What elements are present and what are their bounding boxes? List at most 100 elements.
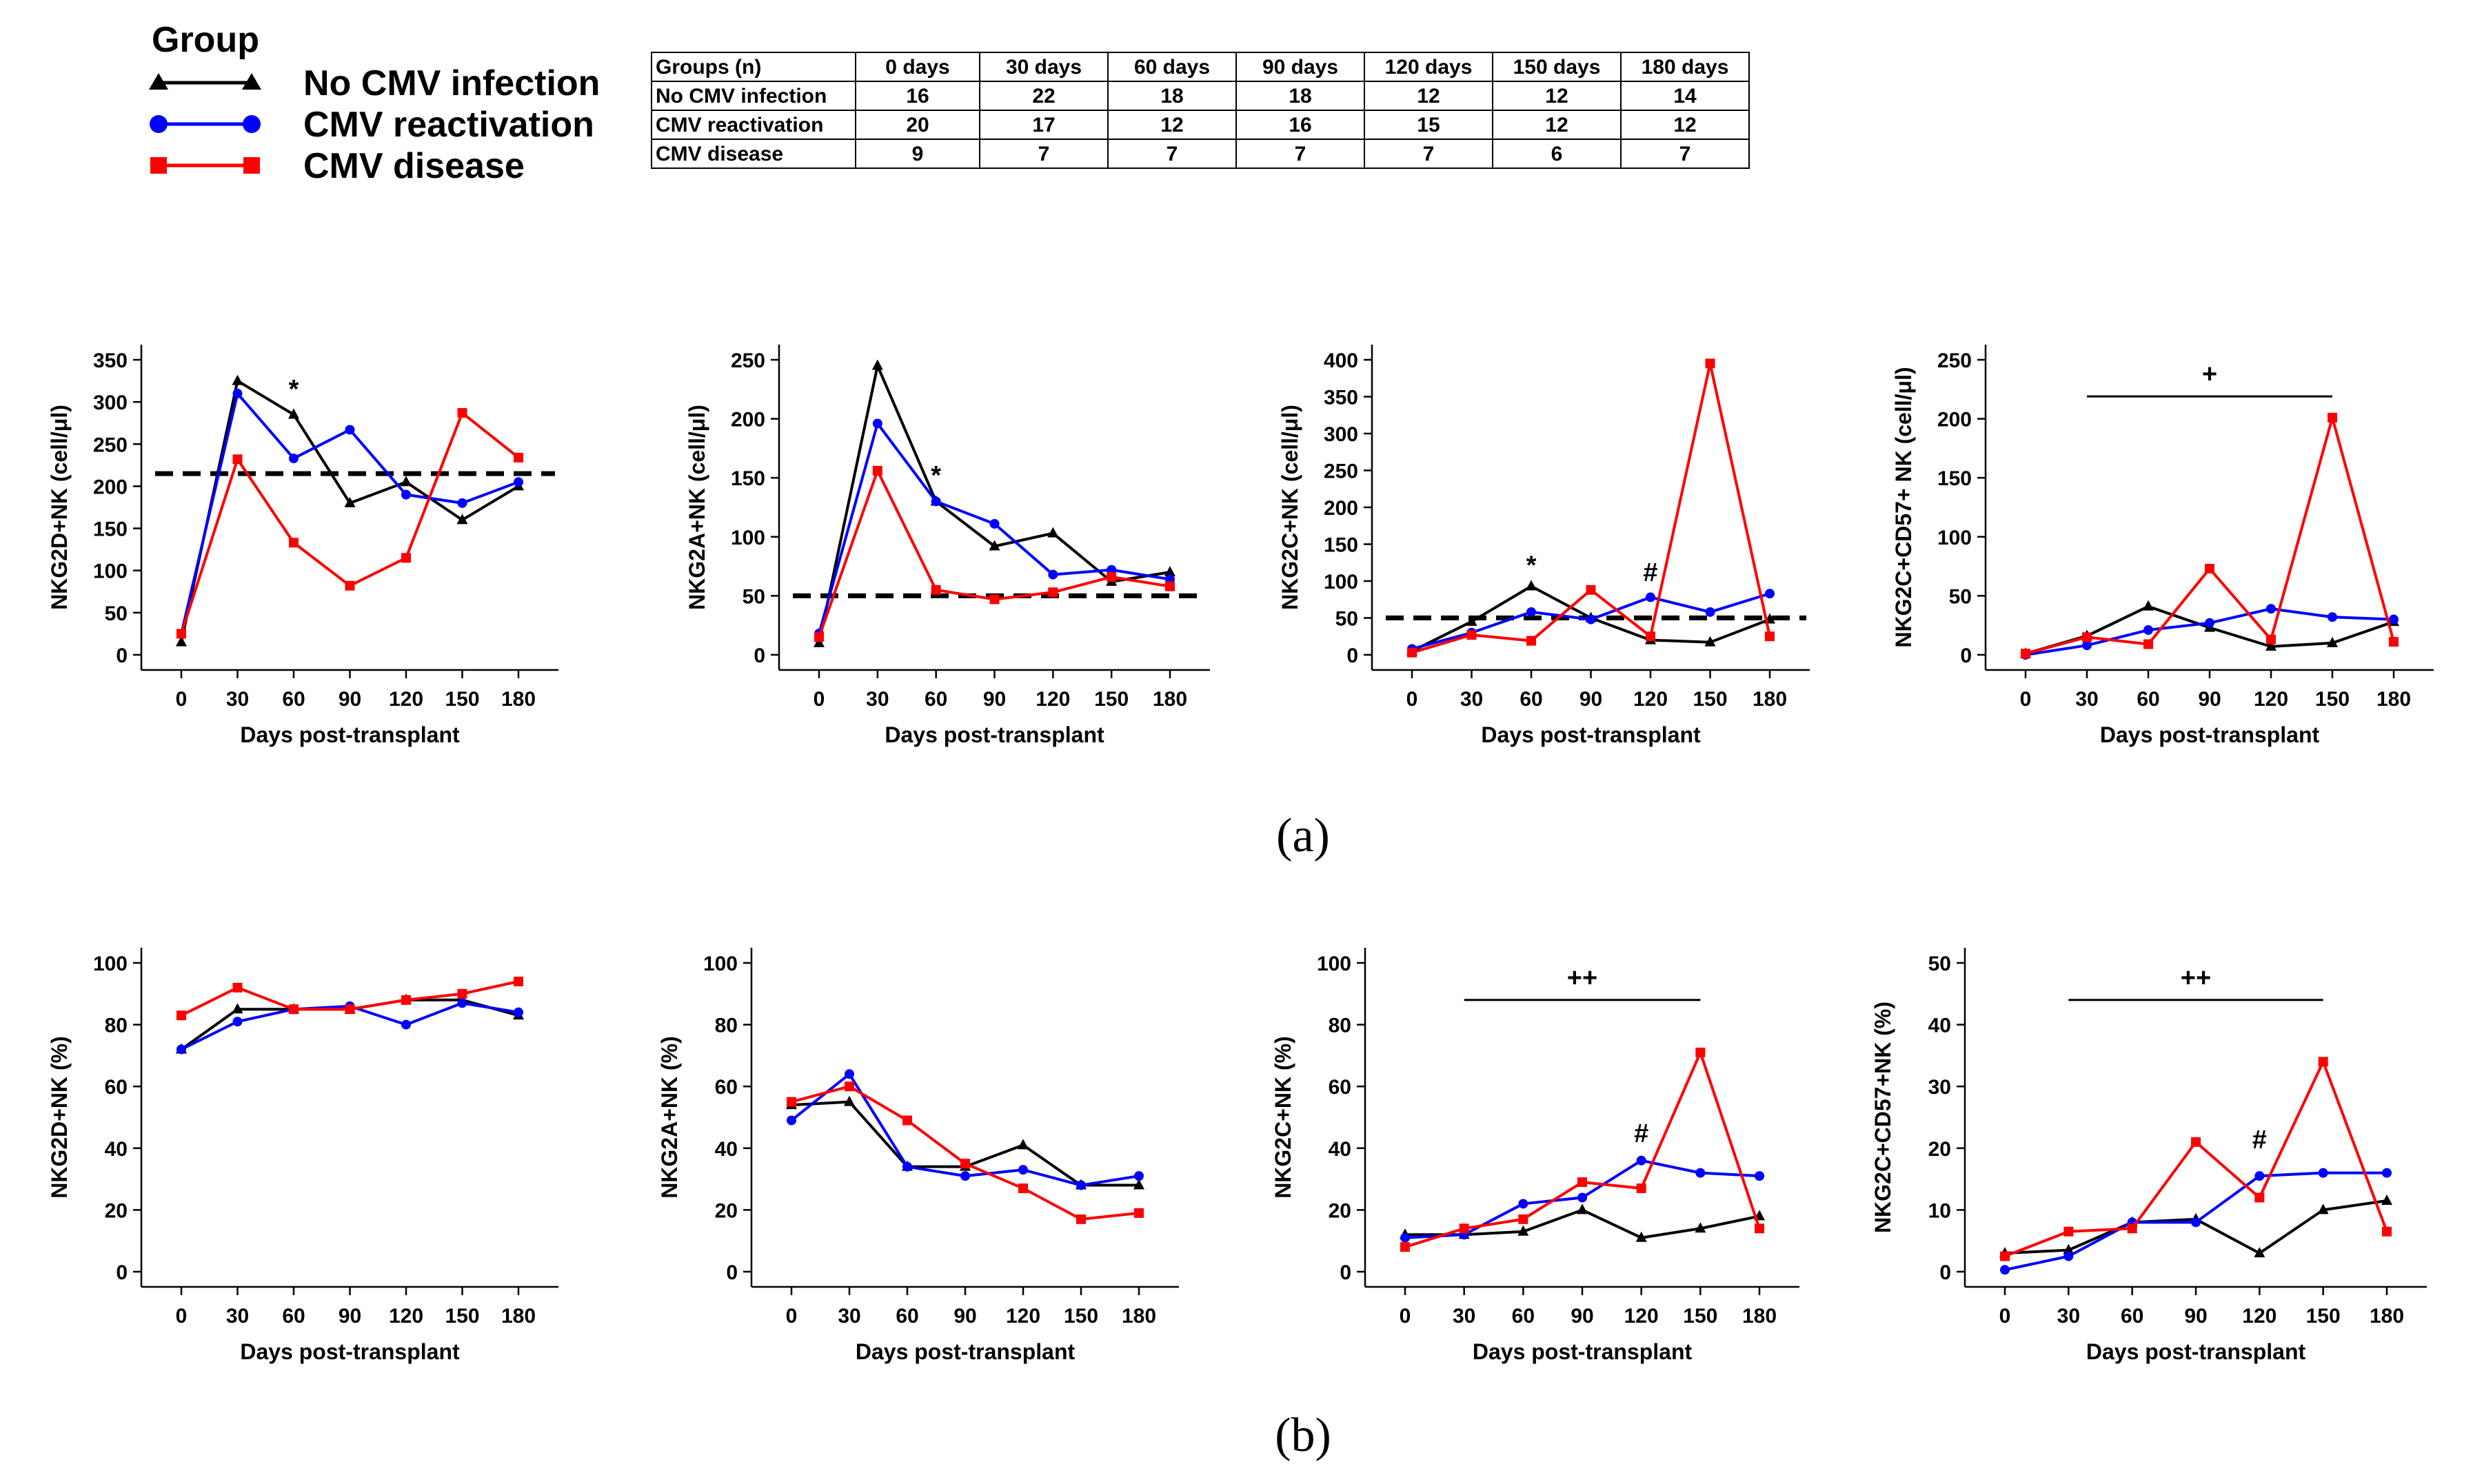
chart-b1: 0 20 40 60 80 100 0 30 60 90 120 150 180 Days post-tr… [47, 948, 558, 1364]
data-point-cmv-reactivation [457, 998, 467, 1008]
data-point-cmv-disease [232, 982, 243, 993]
data-point-cmv-reactivation [2063, 1251, 2074, 1261]
data-point-cmv-disease [345, 580, 355, 591]
data-point-cmv-reactivation [2254, 1171, 2265, 1181]
data-point-no-cmv [1517, 1225, 1529, 1236]
data-point-cmv-reactivation [2205, 618, 2214, 628]
data-point-cmv-reactivation [1134, 1171, 1144, 1181]
x-tick-label: 120 [1633, 688, 1668, 711]
x-tick-label: 30 [866, 688, 889, 711]
annotation-mark: # [1634, 1119, 1648, 1148]
data-point-cmv-disease [2328, 412, 2337, 423]
table-header-cell: 0 days [885, 56, 949, 79]
data-point-no-cmv [1577, 1203, 1588, 1214]
data-point-cmv-disease [1577, 1177, 1587, 1188]
table-cell: 20 [906, 114, 929, 136]
data-point-cmv-disease [1466, 630, 1477, 640]
data-point-cmv-disease [845, 1081, 854, 1092]
table-cell: CMV disease [656, 143, 783, 165]
y-tick-label: 50 [105, 602, 128, 625]
table-cell: 18 [1289, 85, 1311, 108]
annotation-mark: * [289, 375, 299, 404]
x-tick-label: 0 [786, 1305, 798, 1328]
data-point-no-cmv [288, 408, 299, 419]
data-point-cmv-reactivation [1400, 1232, 1410, 1243]
data-point-cmv-disease [1636, 1183, 1646, 1194]
x-tick-label: 30 [2075, 688, 2098, 711]
y-tick-label: 40 [715, 1138, 738, 1161]
y-axis-label: NKG2D+NK (%) [47, 1036, 72, 1199]
data-point-cmv-disease [457, 988, 467, 999]
series-line-cmv-disease [1404, 1050, 1761, 1249]
table-header-cell: 180 days [1642, 56, 1729, 79]
table-cell: 17 [1032, 114, 1055, 136]
data-point-cmv-disease [1646, 631, 1655, 642]
data-point-cmv-reactivation [1755, 1171, 1764, 1181]
y-tick-label: 150 [731, 467, 765, 490]
x-tick-label: 180 [2376, 688, 2411, 711]
data-point-no-cmv [2254, 1247, 2265, 1258]
data-point-cmv-reactivation [872, 418, 882, 429]
table-cell: 12 [1417, 85, 1440, 108]
data-point-cmv-reactivation [401, 489, 411, 500]
y-tick-label: 200 [1324, 497, 1358, 520]
data-point-cmv-disease [1459, 1223, 1469, 1234]
x-tick-label: 0 [1406, 688, 1418, 711]
data-point-cmv-disease [401, 995, 411, 1005]
data-point-no-cmv [1704, 636, 1716, 647]
data-point-no-cmv [2265, 640, 2277, 651]
x-tick-label: 90 [339, 688, 361, 711]
x-tick-label: 60 [2137, 688, 2159, 711]
data-point-cmv-disease [787, 1097, 796, 1107]
x-axis-label: Days post-transplant [1473, 1339, 1693, 1364]
x-tick-label: 150 [2315, 688, 2350, 711]
data-point-no-cmv [176, 636, 187, 647]
data-point-cmv-disease [2021, 649, 2030, 659]
data-point-no-cmv [2143, 600, 2154, 611]
data-point-cmv-disease [1705, 358, 1715, 369]
data-point-cmv-disease [2318, 1057, 2328, 1067]
x-tick-label: 60 [1512, 1305, 1535, 1328]
data-point-cmv-disease [989, 594, 1000, 604]
y-tick-label: 10 [1928, 1199, 1951, 1222]
data-point-cmv-disease [2143, 639, 2153, 649]
data-point-cmv-reactivation [2266, 604, 2276, 614]
data-point-cmv-reactivation [2143, 625, 2153, 636]
square-marker-icon [150, 157, 167, 174]
y-tick-label: 200 [731, 409, 765, 431]
table-cell: 15 [1417, 114, 1440, 136]
data-point-cmv-reactivation [1577, 1192, 1587, 1203]
data-point-cmv-disease [931, 585, 941, 595]
y-tick-label: 60 [1329, 1076, 1351, 1099]
y-tick-label: 80 [1329, 1015, 1351, 1037]
data-point-cmv-disease [1586, 585, 1596, 595]
data-point-cmv-disease [1107, 572, 1117, 582]
y-tick-label: 80 [715, 1015, 738, 1037]
data-point-cmv-disease [457, 408, 467, 418]
data-point-cmv-reactivation [232, 388, 243, 398]
data-point-no-cmv [232, 1003, 243, 1014]
data-point-no-cmv [871, 359, 883, 370]
table-cell: 12 [1160, 114, 1183, 136]
data-point-cmv-disease [814, 632, 824, 642]
x-axis-label: Days post-transplant [240, 722, 460, 747]
data-point-cmv-reactivation [345, 425, 355, 435]
chart-b2: 0 20 40 60 80 100 0 30 60 90 120 150 180 Days post-tr… [657, 948, 1179, 1364]
data-point-cmv-disease [514, 452, 523, 463]
triangle-marker-icon [242, 73, 261, 90]
data-point-no-cmv [456, 514, 468, 525]
x-tick-label: 180 [501, 1305, 536, 1328]
series-line-cmv-disease [818, 469, 1171, 638]
data-point-no-cmv [401, 476, 412, 487]
annotation-mark: # [1643, 558, 1657, 587]
x-tick-label: 30 [226, 1305, 249, 1328]
legend-label: CMV disease [303, 146, 525, 186]
y-tick-label: 30 [1928, 1076, 1951, 1099]
data-point-cmv-disease [1400, 1242, 1410, 1252]
y-tick-label: 100 [1324, 571, 1358, 593]
x-tick-label: 150 [2306, 1305, 2341, 1328]
x-tick-label: 60 [896, 1305, 918, 1328]
y-tick-label: 50 [1949, 585, 1972, 608]
chart-a4: 0 50 100 150 200 250 0 30 60 90 120 150 180 Days post… [1891, 345, 2434, 747]
table-cell: 12 [1545, 85, 1568, 108]
